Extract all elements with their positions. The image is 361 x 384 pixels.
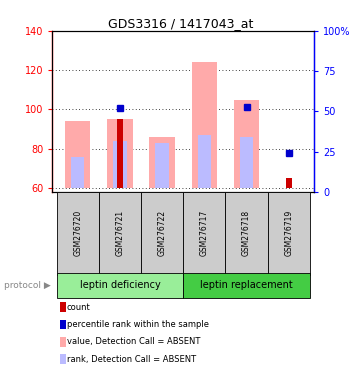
Text: GSM276721: GSM276721 — [116, 210, 125, 257]
Text: value, Detection Call = ABSENT: value, Detection Call = ABSENT — [67, 337, 200, 346]
Bar — [155, 143, 169, 188]
Text: GSM276720: GSM276720 — [73, 210, 82, 257]
Bar — [286, 178, 292, 188]
Text: GSM276719: GSM276719 — [284, 210, 293, 257]
Bar — [113, 141, 127, 188]
Text: percentile rank within the sample: percentile rank within the sample — [67, 320, 209, 329]
Text: leptin deficiency: leptin deficiency — [79, 280, 160, 290]
Bar — [225, 192, 268, 275]
Bar — [117, 119, 123, 188]
Text: count: count — [67, 303, 91, 312]
Bar — [268, 192, 310, 275]
Bar — [234, 99, 259, 188]
Bar — [149, 137, 175, 188]
Text: rank, Detection Call = ABSENT: rank, Detection Call = ABSENT — [67, 354, 196, 364]
Bar — [141, 192, 183, 275]
Text: GDS3316 / 1417043_at: GDS3316 / 1417043_at — [108, 17, 253, 30]
Bar — [71, 157, 84, 188]
Bar — [57, 273, 183, 298]
Bar — [107, 119, 132, 188]
Text: GSM276722: GSM276722 — [158, 210, 166, 257]
Bar — [99, 192, 141, 275]
Bar — [197, 135, 211, 188]
Bar — [240, 137, 253, 188]
Bar — [183, 273, 310, 298]
Text: GSM276718: GSM276718 — [242, 210, 251, 257]
Bar — [57, 192, 99, 275]
Text: leptin replacement: leptin replacement — [200, 280, 293, 290]
Text: protocol ▶: protocol ▶ — [4, 281, 51, 290]
Bar — [65, 121, 90, 188]
Bar — [183, 192, 225, 275]
Text: GSM276717: GSM276717 — [200, 210, 209, 257]
Bar — [192, 62, 217, 188]
